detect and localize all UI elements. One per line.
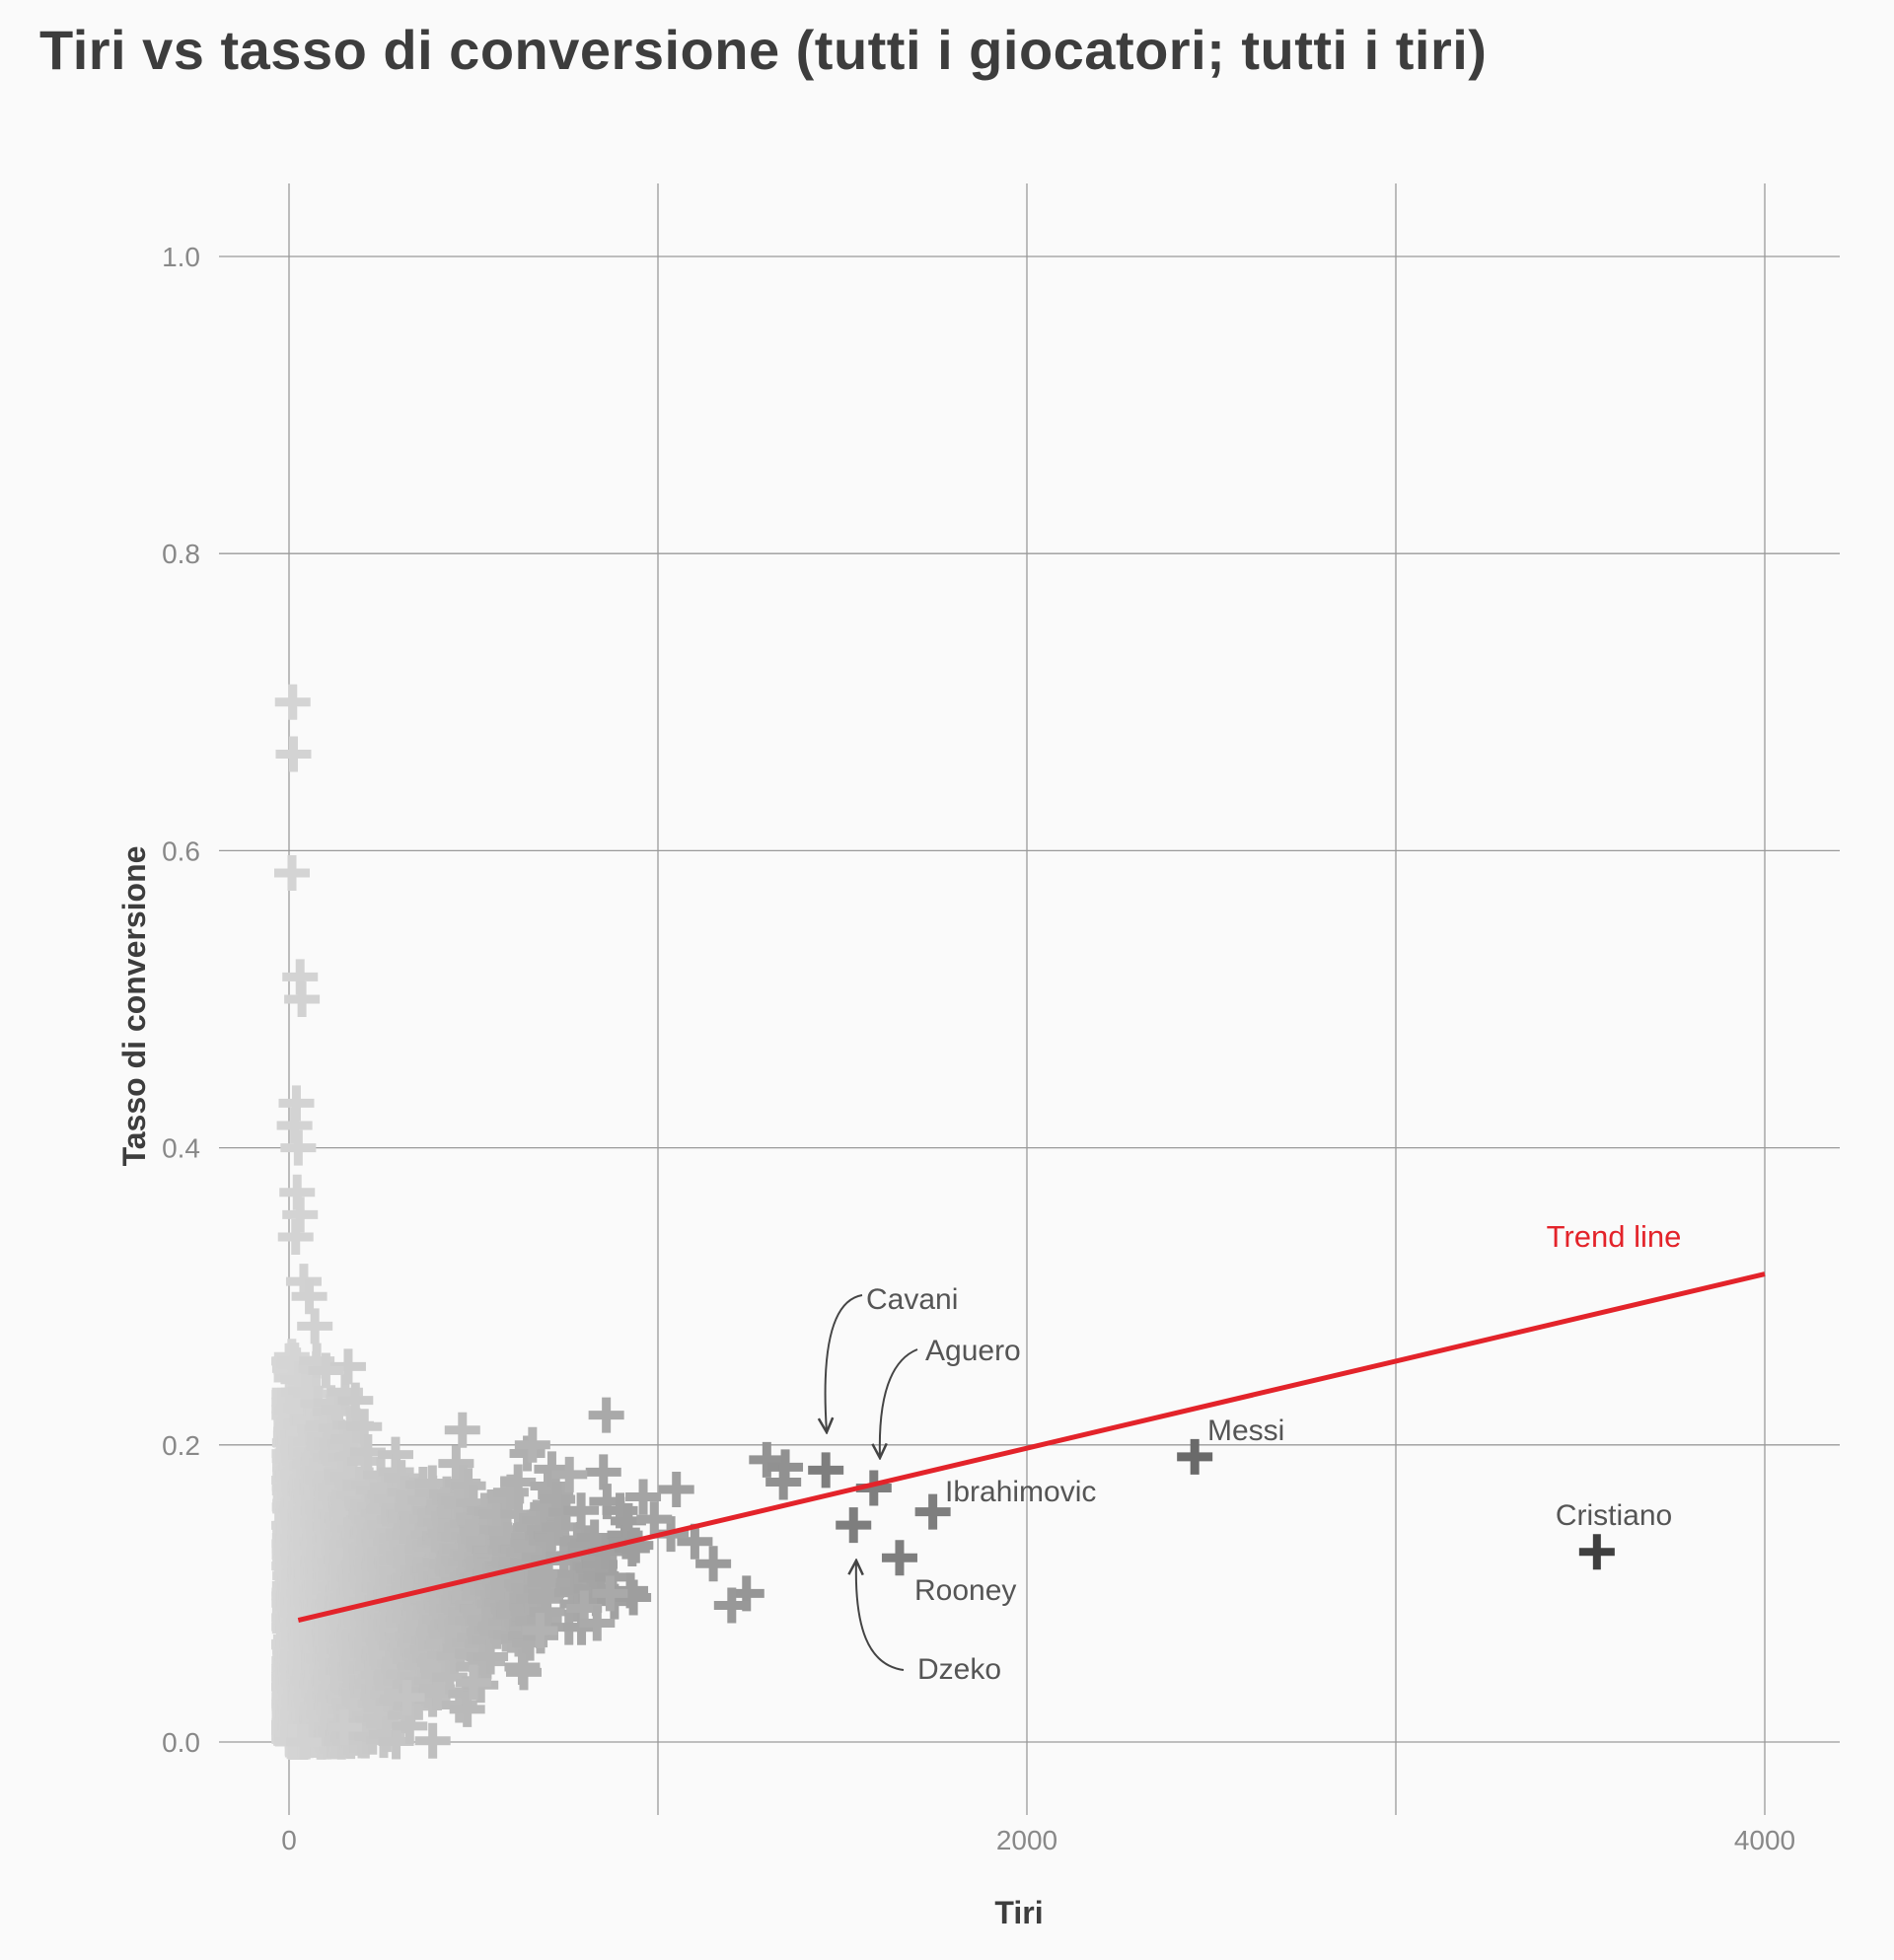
data-point: [277, 1218, 314, 1255]
data-point: [749, 1441, 785, 1478]
dzeko-arrow: [856, 1561, 905, 1671]
data-point: [579, 1605, 616, 1641]
y-tick-label: 0.4: [162, 1133, 200, 1164]
player-label: Rooney: [914, 1574, 1016, 1607]
data-point: [449, 1691, 485, 1727]
data-point: [592, 1575, 628, 1612]
data-point: [414, 1722, 451, 1759]
highlighted-point: [1177, 1438, 1213, 1475]
data-point: [274, 684, 311, 720]
data-point: [450, 1468, 486, 1504]
data-point: [285, 1724, 322, 1760]
data-point: [563, 1492, 600, 1529]
data-point: [378, 1453, 414, 1489]
highlighted-points: [808, 1438, 1615, 1576]
data-point: [636, 1501, 673, 1538]
notable-points: [273, 684, 804, 1760]
data-point: [291, 1278, 328, 1315]
data-point: [677, 1523, 713, 1560]
y-tick-label: 0.6: [162, 835, 200, 866]
data-point: [284, 981, 321, 1017]
player-label: Cristiano: [1556, 1499, 1672, 1532]
data-point: [280, 1129, 317, 1166]
highlighted-point: [881, 1540, 917, 1576]
y-tick-label: 0.2: [162, 1430, 200, 1461]
highlighted-point: [836, 1507, 872, 1544]
data-point: [456, 1664, 491, 1701]
player-label: Cavani: [866, 1283, 958, 1316]
highlighted-point: [808, 1452, 844, 1488]
data-point: [695, 1546, 732, 1582]
player-label: Ibrahimovic: [945, 1476, 1096, 1508]
data-point: [765, 1464, 802, 1500]
data-point: [551, 1456, 588, 1492]
data-point: [625, 1479, 662, 1515]
player-label: Messi: [1207, 1415, 1284, 1447]
y-tick-label: 1.0: [162, 242, 200, 272]
data-point: [500, 1464, 537, 1500]
data-point: [273, 854, 310, 891]
y-axis-title: Tasso di conversione: [116, 846, 152, 1167]
trend-line: [297, 1271, 1766, 1623]
highlighted-point: [1578, 1534, 1615, 1570]
data-point: [505, 1654, 542, 1691]
data-point: [522, 1613, 558, 1649]
y-tick-label: 0.0: [162, 1727, 200, 1758]
data-point: [337, 1382, 374, 1418]
y-tick-label: 0.8: [162, 539, 200, 569]
data-point: [713, 1587, 750, 1624]
grid: [219, 183, 1840, 1815]
x-tick-label: 0: [281, 1825, 297, 1855]
data-point: [658, 1471, 694, 1507]
data-point: [389, 1679, 425, 1715]
data-point: [327, 1708, 363, 1745]
player-label: Dzeko: [917, 1653, 1001, 1686]
aguero-arrow: [880, 1348, 918, 1458]
x-tick-label: 4000: [1734, 1825, 1795, 1855]
data-point: [529, 1593, 565, 1630]
x-axis-title: Tiri: [994, 1895, 1043, 1930]
data-point: [438, 1445, 474, 1482]
highlighted-point: [914, 1493, 951, 1530]
trend-line-label: Trend line: [1547, 1219, 1682, 1254]
x-tick-label: 2000: [996, 1825, 1057, 1855]
data-point: [275, 736, 312, 772]
data-point: [588, 1397, 624, 1433]
data-point: [308, 1352, 344, 1389]
player-label: Aguero: [925, 1335, 1021, 1367]
data-point: [514, 1426, 550, 1463]
chart-title: Tiri vs tasso di conversione (tutti i gi…: [39, 19, 1488, 81]
data-point: [444, 1412, 480, 1448]
cavani-arrow: [826, 1294, 863, 1432]
data-point: [297, 1308, 333, 1344]
